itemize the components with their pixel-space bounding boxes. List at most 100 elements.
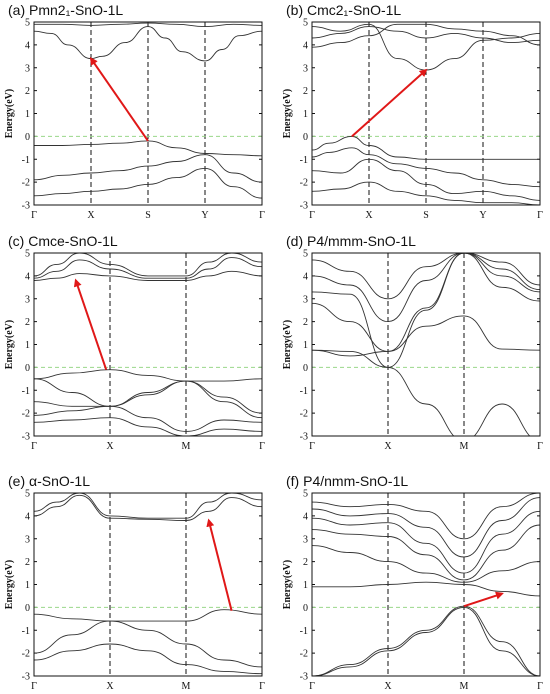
band-gap-arrow: [89, 56, 149, 142]
y-tick-label: -3: [300, 201, 308, 212]
y-tick-label: 0: [303, 132, 308, 143]
y-tick-label: 3: [303, 534, 308, 545]
k-point-label: X: [384, 441, 392, 452]
k-point-label: Γ: [537, 441, 543, 452]
band-line: [34, 26, 262, 62]
k-point-label: X: [365, 210, 373, 221]
band-line: [34, 493, 262, 519]
band-line: [312, 253, 540, 300]
bands: [312, 253, 540, 436]
band-line: [312, 26, 540, 44]
band-line: [34, 253, 262, 277]
plot-frame: [33, 492, 263, 677]
y-tick-label: 1: [303, 109, 308, 120]
band-line: [312, 158, 540, 201]
y-tick-label: 5: [303, 18, 308, 29]
k-point-label: Γ: [31, 681, 37, 692]
y-tick-label: 1: [303, 580, 308, 591]
y-tick-label: 5: [303, 249, 308, 260]
y-tick-label: 3: [25, 63, 30, 74]
band-line: [312, 493, 540, 540]
y-tick-label: 4: [303, 511, 308, 522]
band-line: [312, 581, 540, 597]
band-line: [312, 349, 531, 436]
y-tick-label: 4: [25, 271, 30, 282]
band-line: [312, 23, 540, 48]
panel-title: (d) P4/mmm-SnO-1L: [286, 233, 416, 249]
y-axis-label: Energy(eV): [282, 320, 293, 369]
y-tick-label: 3: [25, 534, 30, 545]
plot-frame: [311, 252, 541, 437]
chart-panel-3: (c) Cmce-SnO-1L Energy(eV) -3 -2 -1 0 1 2 3 4 5 Γ X M…: [4, 233, 265, 452]
k-point-label: S: [423, 210, 429, 221]
y-tick-label: 0: [25, 603, 30, 614]
y-tick-label: 2: [25, 317, 30, 328]
y-axis-label: Energy(eV): [282, 560, 293, 609]
y-tick-label: 5: [25, 18, 30, 29]
plot-frame: [311, 492, 541, 677]
chart-panel-6: (f) P4/nmm-SnO-1L Energy(eV) -3 -2 -1 0 1 2 3 4 5 Γ…: [282, 473, 543, 692]
k-point-label: X: [87, 210, 95, 221]
band-line: [312, 147, 540, 188]
y-tick-label: -3: [22, 432, 30, 443]
y-tick-label: 0: [303, 603, 308, 614]
band-gap-arrow: [206, 518, 233, 612]
y-tick-label: 4: [25, 40, 30, 51]
band-line: [34, 22, 262, 28]
y-tick-label: -2: [22, 178, 30, 189]
y-tick-label: 2: [25, 86, 30, 97]
band-line: [34, 405, 262, 432]
y-tick-label: -1: [22, 626, 30, 637]
y-axis-label: Energy(eV): [4, 320, 15, 369]
y-tick-label: -2: [300, 649, 308, 660]
band-line: [312, 605, 540, 676]
plot-frame: [33, 21, 263, 206]
panel-title: (e) α-SnO-1L: [8, 473, 90, 489]
band-line: [312, 135, 540, 160]
y-tick-label: 0: [25, 363, 30, 374]
y-tick-label: -2: [300, 178, 308, 189]
y-tick-label: 3: [303, 63, 308, 74]
y-tick-label: -2: [300, 409, 308, 420]
band-line: [312, 315, 540, 357]
k-point-label: Γ: [259, 441, 265, 452]
band-line: [312, 510, 540, 574]
panel-title: (a) Pmn2₁-SnO-1L: [8, 2, 123, 18]
band-line: [34, 369, 262, 382]
band-line: [312, 253, 540, 323]
k-point-label: Y: [201, 210, 208, 221]
y-axis-label: Energy(eV): [4, 89, 15, 138]
k-point-label: Γ: [31, 210, 37, 221]
band-line: [34, 257, 262, 279]
k-point-label: M: [460, 681, 469, 692]
band-line: [34, 380, 262, 414]
y-tick-label: 2: [25, 557, 30, 568]
y-tick-label: 2: [303, 557, 308, 568]
k-point-label: X: [106, 441, 114, 452]
plot-frame: [311, 21, 541, 206]
k-point-label: Γ: [309, 210, 315, 221]
y-tick-label: 1: [25, 340, 30, 351]
y-tick-label: 1: [303, 340, 308, 351]
k-point-label: M: [182, 681, 191, 692]
y-tick-label: 4: [303, 271, 308, 282]
y-tick-label: -3: [22, 201, 30, 212]
k-point-label: Γ: [309, 441, 315, 452]
panel-title: (f) P4/nmm-SnO-1L: [286, 473, 408, 489]
k-point-label: M: [460, 441, 469, 452]
y-tick-label: 0: [25, 132, 30, 143]
k-point-label: Γ: [259, 210, 265, 221]
y-tick-label: -3: [22, 672, 30, 683]
y-tick-label: 4: [303, 40, 308, 51]
y-tick-label: 2: [303, 86, 308, 97]
chart-panel-1: (a) Pmn2₁-SnO-1L Energy(eV) -3 -2 -1 0 1 2 3 4 5 Γ X…: [4, 2, 265, 221]
y-tick-label: -3: [300, 672, 308, 683]
y-tick-label: 3: [25, 294, 30, 305]
y-tick-label: -1: [300, 155, 308, 166]
bands: [34, 253, 262, 436]
band-line: [34, 417, 262, 436]
band-line: [34, 620, 262, 668]
chart-panel-2: (b) Cmc2₁-SnO-1L Energy(eV) -3 -2 -1 0 1 2 3 4 5 Γ X…: [282, 2, 543, 221]
y-tick-label: -3: [300, 432, 308, 443]
